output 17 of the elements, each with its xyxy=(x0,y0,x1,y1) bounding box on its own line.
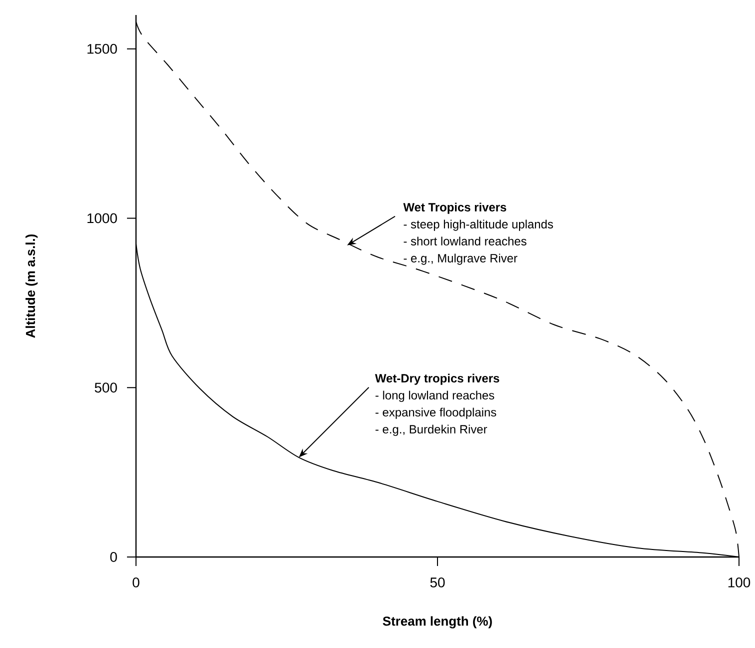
annotation: - short lowland reaches xyxy=(404,236,526,246)
annotation: Wet-Dry tropics rivers xyxy=(375,374,500,385)
y-axis-title: Altitude (m a.s.l.) xyxy=(26,234,38,338)
x-tick-label: 50 xyxy=(430,578,445,588)
annotation: Wet Tropics rivers xyxy=(403,202,506,214)
x-axis-title: Stream length (%) xyxy=(382,616,492,628)
y-tick-label: 0 xyxy=(110,552,117,562)
y-tick-label: 1000 xyxy=(88,213,117,224)
annotation: - expansive floodplains xyxy=(376,408,496,419)
annotation: - e.g., Burdekin River xyxy=(376,424,488,436)
annotation: - steep high-altitude uplands xyxy=(404,220,553,231)
y-tick-label: 500 xyxy=(94,382,117,393)
y-tick-label: 1500 xyxy=(88,44,117,54)
x-tick-label: 0 xyxy=(132,578,140,588)
annotation: - e.g., Mulgrave River xyxy=(404,254,518,265)
x-tick-label: 100 xyxy=(728,578,750,588)
annotation: - long lowland reaches xyxy=(376,390,494,402)
